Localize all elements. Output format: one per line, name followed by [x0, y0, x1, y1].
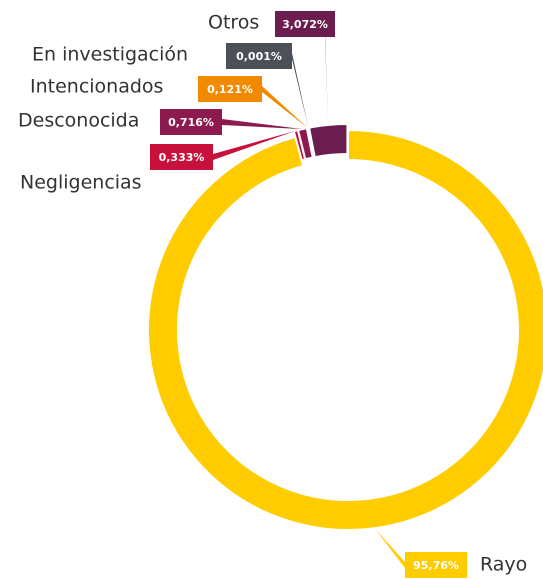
value-label-box [160, 109, 222, 135]
category-label: Intencionados [30, 76, 163, 98]
value-label-box [405, 552, 467, 578]
value-label: 0,333% [159, 151, 205, 164]
value-label-box [198, 76, 262, 102]
value-label: 3,072% [282, 18, 328, 31]
value-label: 0,001% [236, 50, 282, 63]
category-label: Otros [208, 12, 259, 34]
slice [147, 128, 543, 531]
value-label-box [150, 144, 213, 170]
slice [307, 123, 349, 159]
leader-line [374, 528, 405, 568]
leader-line [213, 130, 296, 160]
category-label: En investigación [32, 44, 188, 66]
value-label: 95,76% [413, 559, 459, 572]
leader-line [292, 53, 309, 128]
value-label-box [275, 11, 335, 37]
category-label: Negligencias [20, 172, 142, 194]
leader-line [222, 119, 303, 130]
leader-line [262, 86, 308, 128]
leader-line [325, 33, 329, 125]
category-label: Desconocida [18, 110, 139, 132]
category-label: Rayo [480, 554, 527, 576]
value-label: 0,121% [207, 83, 253, 96]
value-label-box [226, 43, 292, 69]
value-label: 0,716% [168, 116, 214, 129]
